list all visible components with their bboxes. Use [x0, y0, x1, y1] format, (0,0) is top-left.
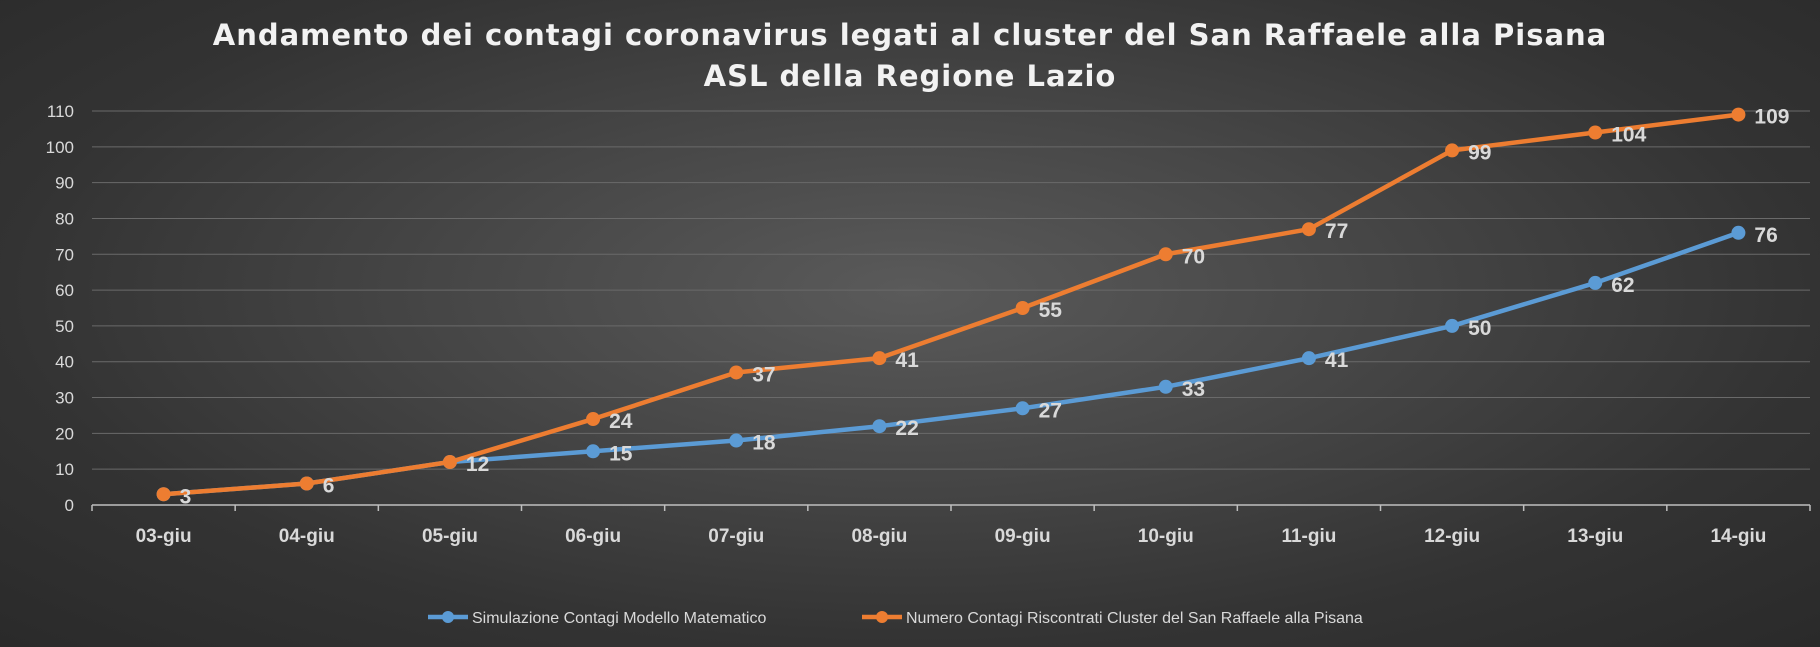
- data-label: 62: [1611, 274, 1634, 297]
- y-tick-label: 50: [55, 317, 74, 336]
- data-label: 3: [180, 485, 192, 508]
- y-tick-label: 40: [55, 353, 74, 372]
- data-point: [1731, 225, 1746, 240]
- y-tick-label: 110: [47, 102, 74, 121]
- x-tick-label: 06-giu: [565, 526, 621, 547]
- data-point: [1015, 401, 1030, 416]
- data-label: 22: [895, 417, 918, 440]
- y-tick-label: 100: [46, 138, 74, 157]
- data-label: 77: [1325, 220, 1348, 243]
- data-point: [586, 444, 601, 459]
- y-tick-label: 90: [55, 174, 74, 193]
- data-point: [1015, 301, 1030, 315]
- data-point: [1445, 143, 1460, 158]
- data-label: 55: [1039, 299, 1063, 322]
- series-line: [161, 230, 1741, 497]
- chart-title: Andamento dei contagi coronavirus legati…: [212, 18, 1608, 52]
- y-tick-label: 30: [55, 389, 74, 408]
- x-tick-label: 07-giu: [708, 526, 764, 547]
- data-point: [872, 351, 887, 366]
- series-line: [161, 112, 1741, 497]
- data-label: 76: [1754, 224, 1777, 247]
- y-tick-label: 80: [55, 209, 74, 228]
- x-tick-label: 09-giu: [995, 526, 1051, 547]
- data-label: 6: [323, 475, 335, 498]
- data-label: 41: [895, 349, 919, 372]
- x-tick-label: 04-giu: [279, 526, 335, 547]
- x-tick-label: 13-giu: [1567, 526, 1623, 547]
- data-point: [1301, 351, 1316, 366]
- data-point: [1731, 107, 1746, 122]
- x-tick-label: 03-giu: [136, 526, 192, 547]
- data-label: 27: [1039, 399, 1062, 422]
- y-tick-label: 10: [55, 460, 74, 479]
- data-label: 99: [1468, 141, 1491, 164]
- data-label: 15: [609, 442, 633, 465]
- y-tick-label: 20: [55, 424, 74, 443]
- gridlines: [92, 110, 1810, 470]
- data-point: [586, 412, 601, 427]
- y-tick-label: 60: [55, 281, 74, 300]
- data-point: [729, 433, 744, 448]
- series: [156, 107, 1746, 502]
- legend-swatch-marker: [442, 611, 454, 623]
- chart-subtitle: ASL della Regione Lazio: [703, 59, 1117, 93]
- data-label: 33: [1182, 378, 1205, 401]
- x-tick-label: 14-giu: [1710, 526, 1766, 547]
- data-label: 12: [466, 453, 489, 476]
- x-tick-label: 11-giu: [1281, 526, 1336, 547]
- data-point: [442, 455, 457, 470]
- data-point: [872, 419, 887, 434]
- data-label: 41: [1325, 349, 1349, 372]
- data-point: [1445, 318, 1460, 333]
- legend-entry: Numero Contagi Riscontrati Cluster del S…: [906, 610, 1363, 627]
- data-point: [1301, 222, 1316, 237]
- data-point: [156, 487, 171, 502]
- x-tick-label: 05-giu: [422, 526, 478, 547]
- data-point: [1158, 379, 1173, 394]
- data-label: 50: [1468, 317, 1491, 340]
- data-point: [1158, 247, 1173, 262]
- y-tick-label: 70: [55, 245, 74, 264]
- legend: Simulazione Contagi Modello Matematico Nu…: [428, 610, 1363, 627]
- legend-entry: Simulazione Contagi Modello Matematico: [472, 610, 766, 627]
- data-point: [729, 365, 744, 380]
- data-label: 18: [752, 432, 776, 455]
- x-tick-label: 10-giu: [1138, 526, 1194, 547]
- x-tick-label: 12-giu: [1424, 526, 1480, 547]
- x-tick-label: 08-giu: [851, 526, 907, 547]
- legend-swatch-marker: [876, 611, 888, 623]
- data-point: [1588, 275, 1603, 290]
- data-label: 104: [1611, 123, 1646, 146]
- data-label: 24: [609, 410, 633, 433]
- axes: 0 10 20 30 40 50 60 70 80 90 100 110 03-giu 04-giu 05-…: [46, 102, 1811, 547]
- y-tick-label: 0: [65, 496, 74, 515]
- data-label: 37: [752, 363, 775, 386]
- data-label: 109: [1754, 106, 1789, 129]
- data-point: [1588, 125, 1603, 140]
- data-labels: 12 15 18 22 27 33 41 50 62 76 3 6 24 37 41 55 70 77 99 104 1…: [180, 106, 1790, 509]
- data-point: [299, 476, 314, 491]
- data-label: 70: [1182, 245, 1205, 268]
